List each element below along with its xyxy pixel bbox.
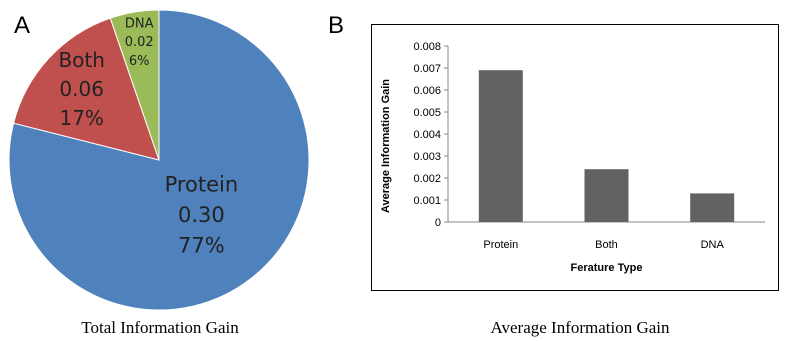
pie-label-dna-percent: 6% [129, 54, 150, 69]
pie-label-protein-value: 0.30 [178, 203, 225, 227]
bar-x-axis-title: Ferature Type [571, 262, 643, 274]
bar-dna [690, 193, 735, 222]
bar-y-tick-label: 0.002 [413, 173, 441, 185]
pie-label-both-percent: 17% [59, 106, 103, 130]
pie-label-protein-name: Protein [165, 172, 239, 196]
bar-y-tick-label: 0.005 [413, 107, 441, 119]
pie-label-both-value: 0.06 [59, 77, 104, 101]
bar-y-tick-label: 0.001 [413, 195, 441, 207]
panel-b-letter: B [328, 12, 345, 39]
pie-label-dna-value: 0.02 [125, 35, 154, 50]
bar-chart-caption: Average Information Gain [490, 318, 670, 337]
bar-y-tick-label: 0.006 [413, 85, 441, 97]
bar-y-tick-label: 0.008 [413, 41, 441, 53]
bar-x-tick-label: DNA [701, 239, 725, 251]
pie-label-both-name: Both [58, 48, 104, 72]
panel-a-letter: A [14, 12, 31, 39]
bar-y-tick-label: 0.007 [413, 63, 441, 75]
bar-protein [478, 70, 523, 222]
bar-y-tick-label: 0.003 [413, 151, 441, 163]
bar-x-tick-label: Protein [483, 239, 518, 251]
bar-x-tick-label: Both [595, 239, 618, 251]
pie-label-dna-name: DNA [125, 16, 154, 31]
bar-chart-frame [371, 24, 779, 291]
pie-chart-caption: Total Information Gain [81, 318, 239, 337]
bar-y-axis-title: Average Information Gain [380, 79, 392, 213]
pie-slice-both [12, 17, 160, 161]
bar-y-tick-label: 0 [435, 217, 441, 229]
bar-y-tick-label: 0.004 [413, 129, 441, 141]
pie-slice-dna [109, 9, 160, 161]
bar-both [584, 169, 629, 222]
pie-label-protein-percent: 77% [178, 233, 225, 257]
